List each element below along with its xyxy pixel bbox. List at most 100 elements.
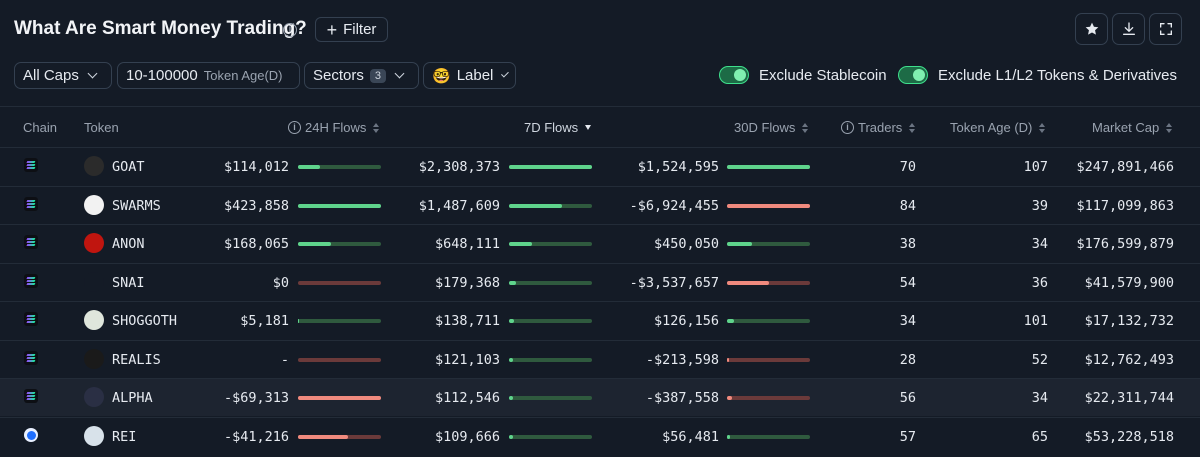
flows-7d-value: $121,103 <box>434 352 500 368</box>
token-age-filter[interactable]: 10-100000 Token Age(D) <box>117 62 300 89</box>
token-name[interactable]: ANON <box>112 236 145 252</box>
traders-value: 34 <box>899 313 916 329</box>
flows-30d-value: $1,524,595 <box>637 159 719 175</box>
flows-24h-bar <box>298 281 381 285</box>
table-row[interactable]: SHOGGOTH $5,181 $138,711 $126,156 34 101 $17,1… <box>0 301 1200 339</box>
caps-dropdown[interactable]: All Caps <box>14 62 112 89</box>
flows-7d-bar <box>509 242 592 246</box>
traders-value: 28 <box>899 352 916 368</box>
favorite-button[interactable] <box>1075 13 1108 45</box>
download-button[interactable] <box>1112 13 1145 45</box>
token-name[interactable]: SWARMS <box>112 198 161 214</box>
flows-30d-value: $56,481 <box>662 429 719 445</box>
exclude-stablecoin-label: Exclude Stablecoin <box>759 66 887 84</box>
token-name[interactable]: SNAI <box>112 275 145 291</box>
token-name[interactable]: GOAT <box>112 159 145 175</box>
flows-7d-bar <box>509 396 592 400</box>
flows-7d-value: $109,666 <box>434 429 500 445</box>
flows-30d-value: -$6,924,455 <box>629 198 719 214</box>
exclude-stablecoin-toggle[interactable] <box>719 66 749 84</box>
table-row[interactable]: REI -$41,216 $109,666 $56,481 57 65 $53,228,51… <box>0 417 1200 455</box>
filter-label: Filter <box>343 21 377 38</box>
label-dropdown[interactable]: 🤓 Label <box>423 62 516 89</box>
token-logo-icon <box>84 387 104 407</box>
sort-icon <box>1166 122 1173 133</box>
fullscreen-button[interactable] <box>1149 13 1182 45</box>
token-logo-icon <box>84 426 104 446</box>
flows-24h-bar <box>298 358 381 362</box>
token-name[interactable]: REALIS <box>112 352 161 368</box>
token-age-value: 107 <box>1023 159 1048 175</box>
token-age-range: 10-100000 <box>126 67 198 84</box>
market-cap-value: $12,762,493 <box>1084 352 1174 368</box>
solana-chain-icon <box>24 389 38 403</box>
token-name[interactable]: ALPHA <box>112 390 153 406</box>
token-age-value: 101 <box>1023 313 1048 329</box>
sort-icon <box>1039 122 1046 133</box>
token-age-value: 65 <box>1031 429 1048 445</box>
exclude-l1l2-toggle-group[interactable]: Exclude L1/L2 Tokens & Derivatives <box>898 66 1177 84</box>
token-logo-icon <box>84 349 104 369</box>
exclude-l1l2-toggle[interactable] <box>898 66 928 84</box>
table-row[interactable]: SNAI $0 $179,368 -$3,537,657 54 36 $41,579,900 <box>0 263 1200 301</box>
sectors-dropdown[interactable]: Sectors 3 <box>304 62 419 89</box>
flows-7d-value: $648,111 <box>434 236 500 252</box>
market-cap-value: $53,228,518 <box>1084 429 1174 445</box>
flows-30d-bar <box>727 242 810 246</box>
exclude-l1l2-label: Exclude L1/L2 Tokens & Derivatives <box>938 66 1178 84</box>
info-icon[interactable]: i <box>841 121 854 134</box>
market-cap-value: $41,579,900 <box>1084 275 1174 291</box>
chevron-down-icon <box>501 69 509 78</box>
flows-30d-value: -$387,558 <box>645 390 719 406</box>
flows-7d-value: $179,368 <box>434 275 500 291</box>
token-name[interactable]: REI <box>112 429 137 445</box>
column-header-traders[interactable]: i Traders <box>841 120 916 135</box>
solana-chain-icon <box>24 312 38 326</box>
flows-24h-bar <box>298 435 381 439</box>
table-row[interactable]: GOAT $114,012 $2,308,373 $1,524,595 70 107 $24… <box>0 147 1200 185</box>
sectors-label: Sectors <box>313 67 364 84</box>
traders-value: 56 <box>899 390 916 406</box>
solana-chain-icon <box>24 351 38 365</box>
expand-icon <box>1159 23 1172 35</box>
token-age-value: 36 <box>1031 275 1048 291</box>
flows-30d-bar <box>727 435 810 439</box>
flows-30d-value: $126,156 <box>653 313 719 329</box>
column-header-chain: Chain <box>23 120 57 135</box>
table-row[interactable]: SWARMS $423,858 $1,487,609 -$6,924,455 84 39 $… <box>0 186 1200 224</box>
chevron-down-icon <box>394 68 405 79</box>
table-row[interactable]: REALIS - $121,103 -$213,598 28 52 $12,762,493 <box>0 340 1200 378</box>
token-logo-icon <box>84 272 104 292</box>
info-icon[interactable]: i <box>288 121 301 134</box>
info-icon[interactable]: i <box>283 23 297 37</box>
flows-7d-bar <box>509 435 592 439</box>
token-logo-icon <box>84 156 104 176</box>
flows-30d-value: -$3,537,657 <box>629 275 719 291</box>
flows-30d-bar <box>727 396 810 400</box>
sort-icon <box>802 122 809 133</box>
table-row[interactable]: ANON $168,065 $648,111 $450,050 38 34 $176,599… <box>0 224 1200 262</box>
base-chain-icon <box>24 428 38 442</box>
column-header-token-age[interactable]: Token Age (D) <box>950 120 1046 135</box>
token-logo-icon <box>84 310 104 330</box>
column-header-30d-flows[interactable]: 30D Flows <box>734 120 809 135</box>
exclude-stablecoin-toggle-group[interactable]: Exclude Stablecoin <box>719 66 887 84</box>
column-header-market-cap[interactable]: Market Cap <box>1092 120 1173 135</box>
flows-7d-bar <box>509 165 592 169</box>
filter-button[interactable]: + Filter <box>315 17 388 42</box>
flows-30d-bar <box>727 204 810 208</box>
token-logo-icon <box>84 195 104 215</box>
flows-24h-bar <box>298 242 381 246</box>
token-name[interactable]: SHOGGOTH <box>112 313 178 329</box>
plus-icon: + <box>326 19 338 40</box>
column-header-7d-flows[interactable]: 7D Flows <box>524 120 592 135</box>
column-header-24h-flows[interactable]: i 24H Flows <box>288 120 380 135</box>
flows-24h-value: - <box>280 352 289 368</box>
table-row[interactable]: ALPHA -$69,313 $112,546 -$387,558 56 34 $22,31… <box>0 378 1200 416</box>
flows-30d-value: $450,050 <box>653 236 719 252</box>
market-cap-value: $247,891,466 <box>1076 159 1174 175</box>
solana-chain-icon <box>24 197 38 211</box>
flows-24h-bar <box>298 165 381 169</box>
flows-24h-bar <box>298 396 381 400</box>
sort-icon <box>373 122 380 133</box>
